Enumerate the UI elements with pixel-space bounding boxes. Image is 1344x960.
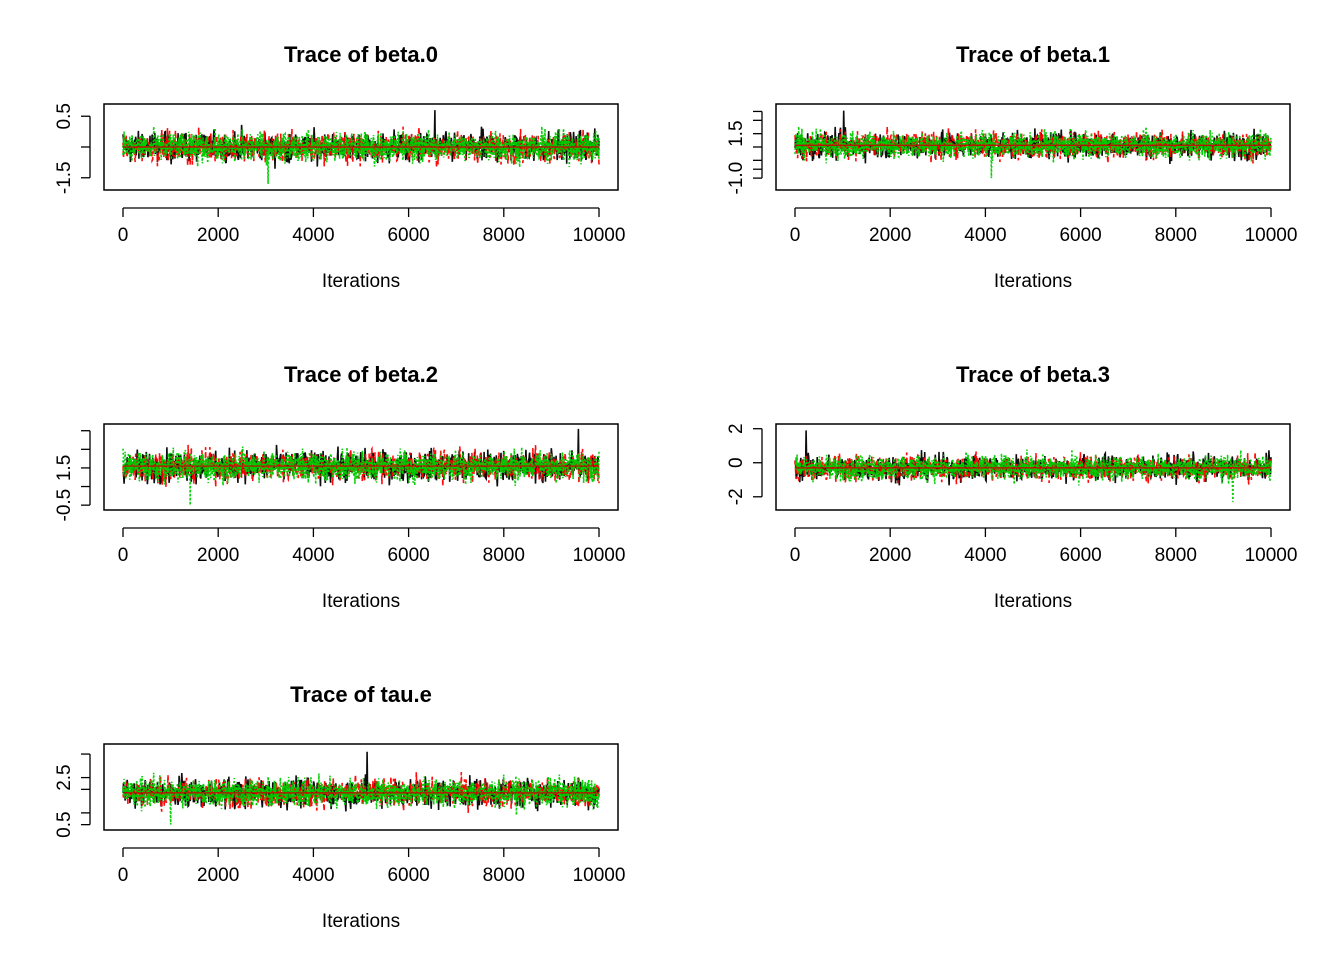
x-tick-label: 2000 [197,865,239,886]
x-tick-label: 2000 [197,225,239,246]
y-tick-label: 1.5 [54,455,75,481]
trace-panel: Trace of tau.e 0 2000 4000 6000 8000 10000 Iter… [54,682,625,932]
x-tick-label: 10000 [573,545,626,566]
trace-series [122,775,600,809]
trace-series [122,126,600,184]
trace-panel: Trace of beta.3 0 2000 4000 6000 8000 10000 Ite… [726,362,1297,612]
x-tick-label: 6000 [387,865,429,886]
y-tick-label: 2.5 [54,764,75,790]
x-tick-label: 6000 [387,225,429,246]
x-axis-label: Iterations [322,591,400,612]
panel-title: Trace of beta.2 [284,362,438,387]
panel-title: Trace of tau.e [290,682,432,707]
x-tick-label: 0 [118,545,129,566]
panel-title: Trace of beta.3 [956,362,1110,387]
y-tick-label: -0.5 [54,489,75,522]
x-tick-label: 8000 [483,545,525,566]
x-tick-label: 4000 [292,225,334,246]
trace-lines [122,428,600,506]
plot-frame [103,743,619,831]
y-tick-label: -1.5 [54,161,75,194]
x-axis-label: Iterations [322,271,400,292]
x-tick-label: 4000 [964,225,1006,246]
x-tick-label: 10000 [1245,225,1298,246]
x-tick-label: 4000 [292,865,334,886]
y-tick-label: 1.5 [726,120,747,146]
y-tick-label: 0 [726,457,747,468]
y-tick-label: 0.5 [54,811,75,837]
trace-panel: Trace of beta.0 0 2000 4000 6000 8000 10000 Ite… [54,42,625,292]
trace-series [794,454,1272,484]
x-tick-label: 2000 [869,225,911,246]
plot-frame [775,103,1291,191]
x-tick-label: 8000 [1155,545,1197,566]
y-tick-label: 0.5 [54,103,75,129]
panel-title: Trace of beta.0 [284,42,438,67]
x-tick-label: 4000 [964,545,1006,566]
x-axis-label: Iterations [322,911,400,932]
x-tick-label: 8000 [483,225,525,246]
x-tick-label: 0 [790,225,801,246]
x-tick-label: 4000 [292,545,334,566]
x-axis-label: Iterations [994,591,1072,612]
trace-panel: Trace of beta.2 0 2000 4000 6000 8000 10000 Ite… [54,362,625,612]
x-tick-label: 10000 [1245,545,1298,566]
plot-frame [103,103,619,191]
plot-frame [103,423,619,511]
y-tick-label: 2 [726,423,747,434]
trace-lines [122,110,600,184]
plot-frame [775,423,1291,511]
x-tick-label: 10000 [573,865,626,886]
y-tick-label: -1.0 [726,162,747,195]
x-tick-label: 6000 [1059,225,1101,246]
trace-panel: Trace of beta.1 0 2000 4000 6000 8000 10000 Ite… [726,42,1297,292]
trace-lines [794,110,1272,179]
x-tick-label: 0 [118,225,129,246]
x-tick-label: 2000 [197,545,239,566]
panel-title: Trace of beta.1 [956,42,1110,67]
trace-lines [122,751,600,825]
x-tick-label: 8000 [483,865,525,886]
trace-series [122,448,600,483]
trace-lines [794,430,1272,502]
x-tick-label: 0 [118,865,129,886]
x-tick-label: 8000 [1155,225,1197,246]
x-tick-label: 0 [790,545,801,566]
trace-series [122,130,600,163]
x-tick-label: 2000 [869,545,911,566]
y-tick-label: -2 [726,488,747,505]
x-tick-label: 10000 [573,225,626,246]
x-tick-label: 6000 [1059,545,1101,566]
x-tick-label: 6000 [387,545,429,566]
x-axis-label: Iterations [994,271,1072,292]
